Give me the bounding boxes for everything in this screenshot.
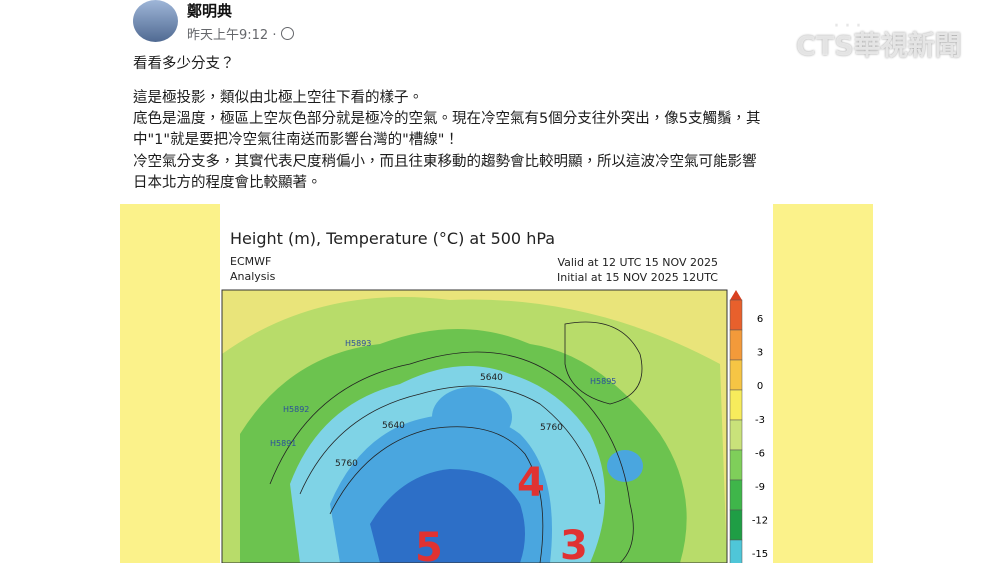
colorbar-cell bbox=[729, 329, 743, 361]
map-label: H5892 bbox=[283, 405, 309, 414]
colorbar-cell bbox=[729, 539, 743, 563]
map-label: H5893 bbox=[345, 339, 371, 348]
post-line: 底色是溫度，極區上空灰色部分就是極冷的空氣。現在冷空氣有5個分支往外突出，像5支… bbox=[133, 111, 761, 127]
branch-number: 4 bbox=[517, 460, 545, 506]
source: ECMWF bbox=[230, 255, 271, 268]
post-line: 日本北方的程度會比較顯著。 bbox=[133, 175, 322, 191]
post-line: 冷空氣分支多，其實代表尺度稍偏小，而且往東移動的趨勢會比較明顯，所以這波冷空氣可… bbox=[133, 154, 757, 170]
map-frame bbox=[221, 289, 728, 563]
figure[interactable]: Height (m), Temperature (°C) at 500 hPa … bbox=[120, 204, 873, 563]
avatar[interactable] bbox=[133, 0, 178, 42]
colorbar: 6 3 0 -3 -6 -9 -12 -15 bbox=[729, 290, 768, 563]
branch-number: 3 bbox=[560, 523, 588, 563]
initial: Initial at 15 NOV 2025 12UTC bbox=[557, 271, 718, 284]
colorbar-label: 6 bbox=[757, 314, 763, 325]
colorbar-cell bbox=[729, 419, 743, 451]
post-time[interactable]: 昨天上午9:12 · bbox=[187, 24, 294, 43]
valid: Valid at 12 UTC 15 NOV 2025 bbox=[557, 256, 718, 269]
colorbar-cell bbox=[729, 479, 743, 511]
map-label: 5640 bbox=[480, 373, 503, 383]
post-line: 中"1"就是要把冷空氣往南送而影響台灣的"槽線"！ bbox=[133, 132, 459, 148]
map-label: 5760 bbox=[540, 423, 563, 433]
colorbar-tip bbox=[730, 290, 742, 300]
colorbar-label: 0 bbox=[757, 381, 763, 392]
map-label: 5640 bbox=[382, 421, 405, 431]
colorbar-label: -6 bbox=[755, 448, 765, 459]
map-label: 5760 bbox=[335, 459, 358, 469]
colorbar-label: -15 bbox=[752, 549, 768, 560]
logo: CTS華視新聞 bbox=[796, 31, 962, 62]
colorbar-cell bbox=[729, 509, 743, 541]
menu-dots[interactable]: ··· bbox=[833, 14, 866, 39]
post-line: 看看多少分支？ bbox=[133, 56, 235, 72]
colorbar-label: -9 bbox=[755, 482, 765, 493]
globe-icon bbox=[280, 27, 294, 40]
map: H5893 H5892 H5891 5640 5640 5760 H5895 5… bbox=[222, 290, 727, 563]
kind: Analysis bbox=[230, 270, 276, 283]
author[interactable]: 鄭明典 bbox=[187, 2, 233, 20]
post-line: 這是極投影，類似由北極上空往下看的樣子。 bbox=[133, 90, 423, 106]
colorbar-label: -3 bbox=[755, 415, 765, 426]
map-label: H5891 bbox=[270, 439, 296, 448]
colorbar-cell bbox=[729, 389, 743, 421]
branch-number: 5 bbox=[415, 525, 443, 563]
colorbar-label: 3 bbox=[757, 348, 763, 359]
map-label: H5895 bbox=[590, 377, 616, 386]
colorbar-label: -12 bbox=[752, 516, 768, 527]
time: 昨天上午9:12 · bbox=[187, 28, 277, 43]
colorbar-cell bbox=[729, 299, 743, 331]
figure-title: Height (m), Temperature (°C) at 500 hPa bbox=[230, 229, 555, 248]
colorbar-cell bbox=[729, 449, 743, 481]
colorbar-cell bbox=[729, 359, 743, 391]
